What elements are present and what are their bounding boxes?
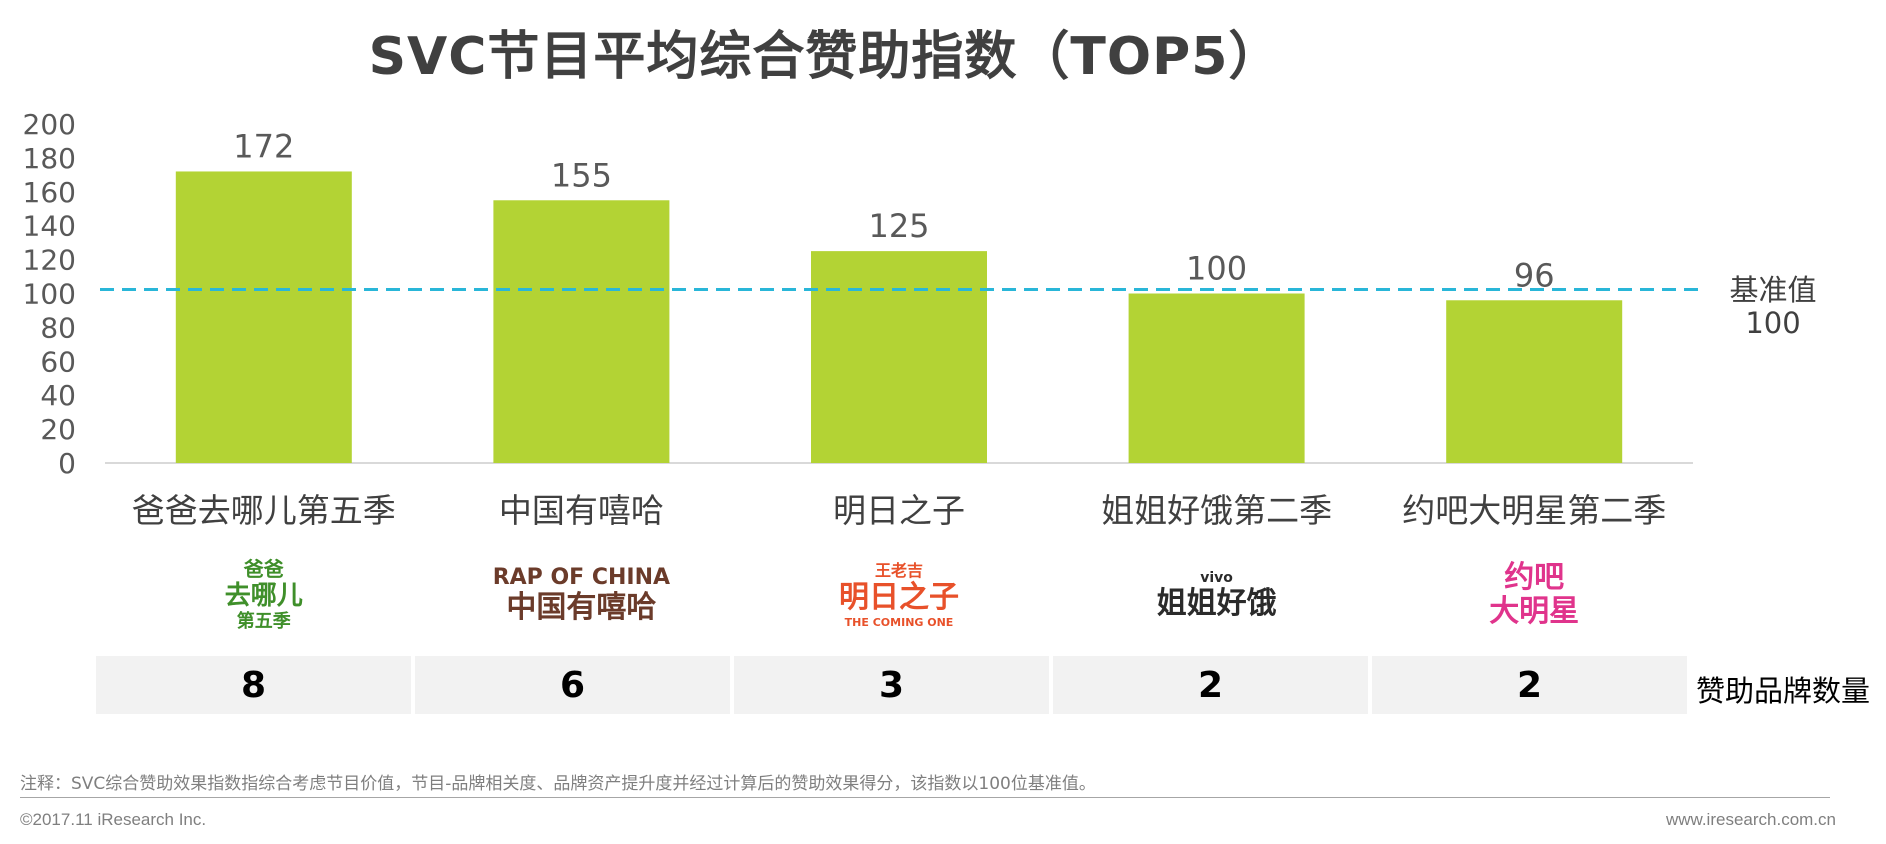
- logo-text: 中国有嘻哈: [506, 590, 657, 625]
- logo-text: 约吧: [1504, 560, 1565, 595]
- y-tick-label: 140: [23, 210, 76, 243]
- logo-text: vivo: [1200, 570, 1233, 586]
- logo-text: 姐姐好饿: [1156, 586, 1277, 621]
- sponsor-count-cell: 2: [1372, 656, 1687, 714]
- bar: [811, 251, 987, 463]
- sponsor-count-cell: 3: [734, 656, 1049, 714]
- y-tick-label: 0: [58, 447, 76, 480]
- sponsor-count-label: 赞助品牌数量: [1696, 674, 1871, 708]
- bar: [1128, 293, 1305, 463]
- bar: [175, 171, 352, 463]
- the-coming-one-logo: 王老吉 明日之子 THE COMING ONE: [809, 540, 989, 650]
- y-tick-label: 80: [40, 311, 76, 344]
- logo-text: 明日之子: [839, 579, 959, 615]
- x-tick-label: 明日之子: [833, 491, 965, 530]
- sponsor-count-cell: 6: [415, 656, 730, 714]
- footnote: 注释：SVC综合赞助效果指数指综合考虑节目价值，节目-品牌相关度、品牌资产提升度…: [20, 774, 1096, 794]
- logo-text: 大明星: [1489, 594, 1580, 629]
- page-title: SVC节目平均综合赞助指数（TOP5）: [368, 27, 1282, 87]
- data-label: 100: [1186, 250, 1247, 288]
- logo-text: RAP OF CHINA: [492, 565, 671, 590]
- x-tick-label: 姐姐好饿第二季: [1101, 491, 1332, 530]
- sponsor-count-cell: 2: [1053, 656, 1368, 714]
- reference-line-label: 基准值: [1729, 273, 1816, 307]
- x-tick-label: 爸爸去哪儿第五季: [132, 491, 396, 530]
- x-axis-labels: 爸爸去哪儿第五季 中国有嘻哈 明日之子 姐姐好饿第二季 约吧大明星第二季: [132, 491, 1666, 530]
- y-tick-label: 40: [40, 379, 76, 412]
- y-tick-label: 20: [40, 413, 76, 446]
- website-link[interactable]: www.iresearch.com.cn: [1665, 810, 1836, 829]
- data-label: 125: [868, 207, 929, 245]
- y-tick-label: 200: [23, 108, 76, 141]
- sponsor-count-cell: 8: [96, 656, 411, 714]
- y-tick-label: 180: [23, 142, 76, 175]
- logo-text: 去哪儿: [224, 581, 303, 611]
- jiejie-logo: vivo 姐姐好饿: [1127, 540, 1307, 650]
- yueba-logo: 约吧 大明星: [1444, 540, 1624, 650]
- bars: 172 155 125 100 96: [175, 127, 1623, 463]
- y-tick-label: 120: [23, 244, 76, 277]
- copyright: ©2017.11 iResearch Inc.: [20, 810, 207, 829]
- footer-divider: [20, 797, 1830, 798]
- bar: [1446, 300, 1623, 463]
- y-tick-label: 100: [23, 278, 76, 311]
- data-label: 172: [233, 127, 294, 165]
- logo-text: 第五季: [236, 611, 291, 632]
- x-tick-label: 中国有嘻哈: [499, 491, 664, 530]
- rap-of-china-logo: RAP OF CHINA 中国有嘻哈: [491, 540, 671, 650]
- logo-text: 爸爸: [243, 557, 284, 581]
- y-tick-label: 160: [23, 176, 76, 209]
- data-label: 96: [1514, 256, 1555, 294]
- data-label: 155: [551, 156, 612, 194]
- baba-logo: 爸爸 去哪儿 第五季: [174, 540, 354, 650]
- bar: [493, 200, 670, 463]
- logo-text: THE COMING ONE: [844, 615, 954, 629]
- logo-text: 王老吉: [874, 560, 923, 580]
- x-tick-label: 约吧大明星第二季: [1402, 491, 1666, 530]
- y-tick-label: 60: [40, 345, 76, 378]
- reference-line-value: 100: [1745, 306, 1800, 340]
